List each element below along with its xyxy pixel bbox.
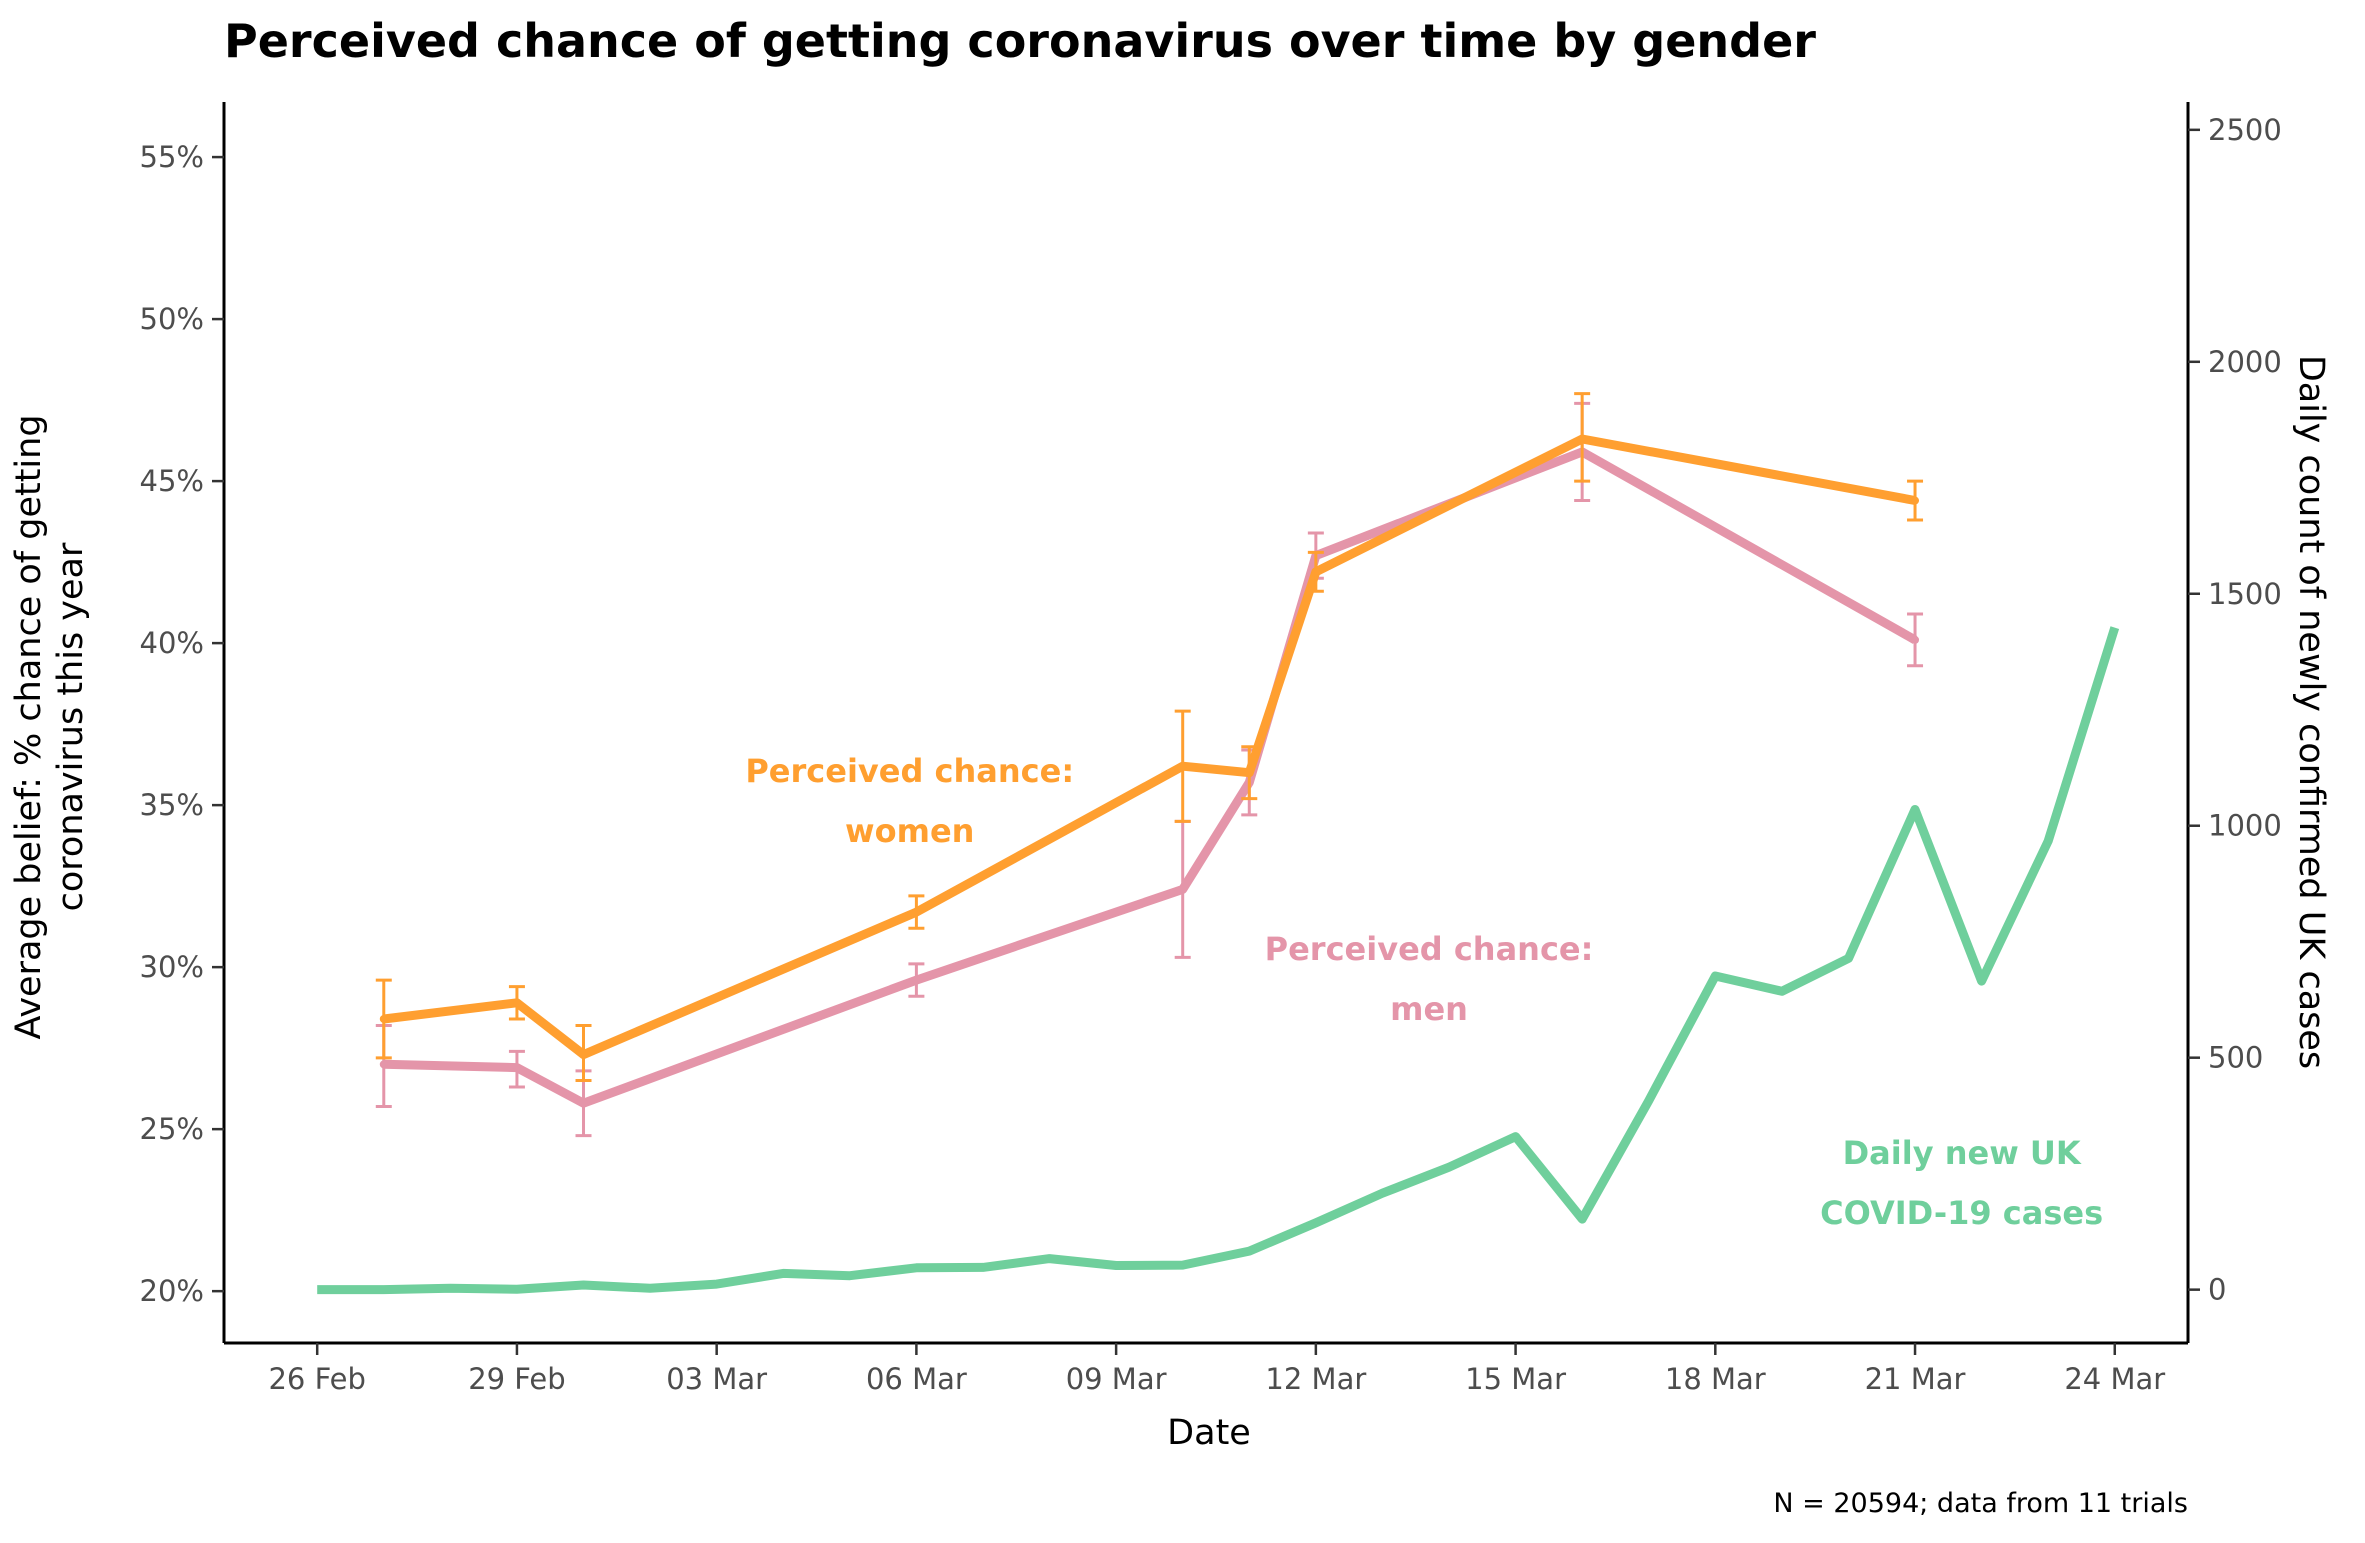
x-tick-label: 29 Feb [468, 1362, 565, 1396]
chart-title: Perceived chance of getting coronavirus … [224, 14, 1816, 68]
data-point [1311, 567, 1320, 576]
error-bar-perceived-chance-women [1174, 709, 1191, 823]
y-axis-left-title-line-1: Average belief: % chance of getting [9, 414, 49, 1039]
y-axis-right-title: Daily count of newly confirmed UK cases [2291, 355, 2331, 1069]
y-left-tick-label: 25% [140, 1112, 204, 1146]
error-bar-perceived-chance-men [1907, 612, 1924, 668]
y-right-tick-label: 1500 [2208, 577, 2282, 611]
x-tick-label: 03 Mar [666, 1362, 767, 1396]
axes: 20% 25% 30% 35% 40% 45% 50% 55% 0 500 1000 1500 2000… [140, 102, 2282, 1396]
data-point [912, 908, 921, 917]
x-tick-label: 15 Mar [1465, 1362, 1566, 1396]
series-line-daily-new-uk-covid-19-cases [317, 626, 2120, 1295]
annotation-label: COVID-19 cases [1820, 1194, 2103, 1232]
chart-caption: N = 20594; data from 11 trials [1773, 1488, 2188, 1519]
error-bar-perceived-chance-men [908, 962, 925, 998]
annotation-label: men [1390, 990, 1468, 1028]
data-point [1178, 885, 1187, 894]
x-tick-label: 12 Mar [1265, 1362, 1366, 1396]
annotation-label: Perceived chance: [1265, 930, 1594, 968]
y-axis-left-title: Average belief: % chance of getting coro… [9, 414, 91, 1039]
y-left-tick-label: 20% [140, 1274, 204, 1308]
y-left-tick-label: 50% [140, 302, 204, 336]
data-point [512, 998, 521, 1007]
error-bar-perceived-chance-women [1241, 745, 1258, 801]
data-point [1245, 768, 1254, 777]
error-bar-perceived-chance-women [1307, 550, 1324, 593]
data-point [1911, 496, 1920, 505]
y-right-tick-label: 1000 [2208, 809, 2282, 843]
y-right-tick-label: 2500 [2208, 113, 2282, 147]
y-right-tick-label: 2000 [2208, 345, 2282, 379]
data-point [512, 1063, 521, 1072]
x-tick-label: 09 Mar [1066, 1362, 1167, 1396]
error-bar-perceived-chance-women [508, 985, 525, 1021]
error-bar-perceived-chance-women [1907, 479, 1924, 522]
data-point [579, 1050, 588, 1059]
y-left-tick-label: 55% [140, 140, 204, 174]
x-tick-label: 06 Mar [866, 1362, 967, 1396]
annotation-label: Daily new UK [1843, 1134, 2082, 1172]
x-tick-label: 24 Mar [2064, 1362, 2165, 1396]
data-point [1911, 635, 1920, 644]
series-line-perceived-chance-women [383, 434, 1916, 1060]
error-bar-perceived-chance-women [908, 894, 925, 930]
y-left-tick-label: 40% [140, 626, 204, 660]
annotation-label: Perceived chance: [745, 752, 1074, 790]
data-point [379, 1060, 388, 1069]
y-left-tick-label: 30% [140, 950, 204, 984]
annotations: Perceived chance: women Perceived chance: m… [745, 752, 2103, 1232]
annotation-label: women [845, 812, 974, 850]
data-point [912, 976, 921, 985]
data-point [379, 1014, 388, 1023]
x-tick-label: 26 Feb [268, 1362, 365, 1396]
plot-area [317, 392, 2120, 1295]
y-right-tick-label: 500 [2208, 1041, 2263, 1075]
error-bar-perceived-chance-women [375, 978, 392, 1060]
y-left-tick-label: 45% [140, 464, 204, 498]
y-left-tick-label: 35% [140, 788, 204, 822]
error-bar-perceived-chance-men [508, 1049, 525, 1089]
y-right-tick-label: 0 [2208, 1273, 2226, 1307]
data-point [579, 1099, 588, 1108]
x-axis-title: Date [1167, 1413, 1251, 1453]
data-point [1178, 762, 1187, 771]
y-axis-left-title-line-2: coronavirus this year [51, 542, 91, 911]
error-bar-perceived-chance-women [1574, 392, 1591, 483]
error-bar-perceived-chance-women [575, 1023, 592, 1083]
x-tick-label: 18 Mar [1665, 1362, 1766, 1396]
data-point [1578, 434, 1587, 443]
series-line-perceived-chance-men [383, 447, 1918, 1108]
x-tick-label: 21 Mar [1865, 1362, 1966, 1396]
